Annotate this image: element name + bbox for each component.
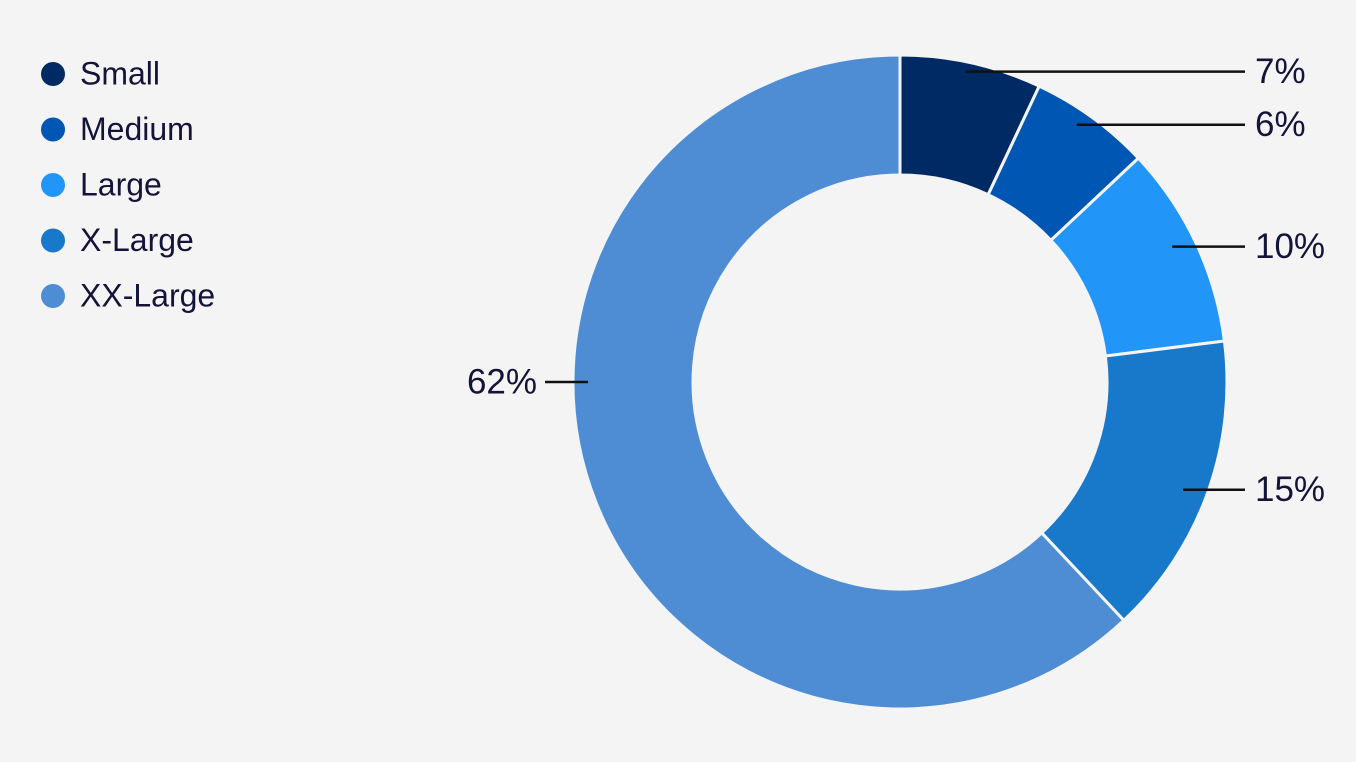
data-label: 10% <box>1255 227 1325 266</box>
legend-label: Medium <box>80 111 194 147</box>
legend-swatch <box>41 284 65 308</box>
data-label: 15% <box>1255 470 1325 509</box>
legend-swatch <box>41 228 65 253</box>
donut-segment <box>571 53 1126 711</box>
data-label: 6% <box>1255 105 1306 144</box>
legend-swatch <box>41 117 65 142</box>
legend-label: XX-Large <box>80 277 215 313</box>
legend-label: Large <box>80 166 162 202</box>
data-label: 62% <box>467 362 537 401</box>
legend-label: Small <box>80 55 160 91</box>
legend-swatch <box>41 173 65 197</box>
legend-label: X-Large <box>80 222 194 258</box>
data-label: 7% <box>1255 52 1306 91</box>
legend-swatch <box>41 62 65 86</box>
